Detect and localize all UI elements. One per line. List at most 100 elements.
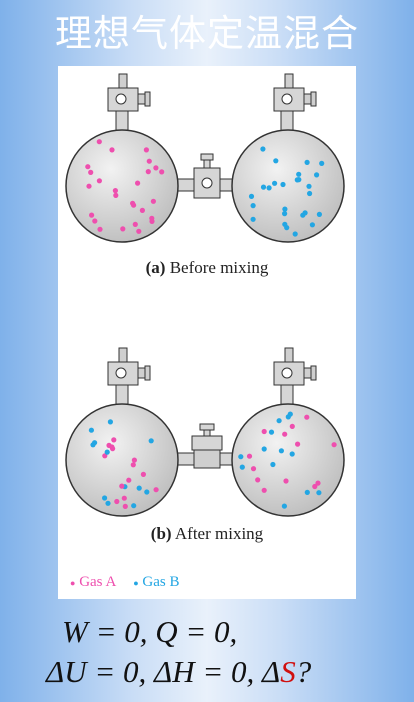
equation-line-1: W = 0, Q = 0, <box>62 614 238 649</box>
gas-b-particle <box>268 429 275 435</box>
entropy-symbol: S <box>280 654 296 689</box>
caption-after: (b) After mixing <box>58 524 356 544</box>
gas-a-particle <box>111 437 117 443</box>
gas-b-particle <box>270 461 276 468</box>
gas-a-particle <box>92 218 98 224</box>
gas-a-particle <box>120 226 126 232</box>
gas-a-particle <box>136 228 142 234</box>
equation-line-2: ΔU = 0, ΔH = 0, ΔS? <box>0 652 414 692</box>
gas-a-particle <box>86 183 92 189</box>
gas-a-particle <box>122 503 128 509</box>
gas-b-particle <box>316 211 322 217</box>
caption-after-text: After mixing <box>174 524 264 543</box>
gas-b-particle <box>309 222 315 228</box>
legend-gas-b: ● Gas B <box>133 574 179 590</box>
right-flask-icon <box>231 403 345 517</box>
gas-a-particle <box>255 477 261 483</box>
gas-particles-after <box>88 411 337 509</box>
mixing-diagram <box>65 73 345 517</box>
gas-a-particle <box>130 462 136 468</box>
gas-b-particle <box>250 203 256 209</box>
gas-b-particle <box>104 449 110 455</box>
closed-valve-icon <box>193 153 221 199</box>
gas-b-particle <box>314 172 320 178</box>
gas-b-particle <box>239 464 245 470</box>
caption-before-label: (a) <box>145 258 166 277</box>
gas-b-particle <box>102 495 108 501</box>
gas-b-particle <box>272 180 278 186</box>
gas-b-particle <box>280 181 286 188</box>
gas-b-particle <box>289 451 295 457</box>
gas-a-particle <box>119 483 125 489</box>
gas-b-particle <box>306 183 312 189</box>
left-flask-icon <box>65 403 179 517</box>
gas-a-particle <box>97 226 103 232</box>
left-flask-icon <box>65 129 179 243</box>
gas-a-particle <box>88 169 94 175</box>
gas-b-particle <box>319 160 325 166</box>
left-flask-stopcock-icon <box>107 347 151 406</box>
gas-b-particle <box>302 210 308 216</box>
gas-b-particle <box>276 418 282 424</box>
right-flask-icon <box>231 129 345 243</box>
open-valve-icon <box>191 423 223 469</box>
gas-a-particle <box>114 498 120 505</box>
gas-a-particle <box>312 483 318 490</box>
gas-b-particle <box>107 419 113 425</box>
gas-b-particle <box>282 221 288 227</box>
gas-b-particle <box>282 206 288 212</box>
diagram-panel: (a) Before mixing (b) After mixing ● Gas… <box>58 66 356 599</box>
gas-b-dot-icon: ● <box>133 578 139 588</box>
gas-a-particle <box>159 169 165 175</box>
gas-a-particle <box>109 147 115 153</box>
caption-before-text: Before mixing <box>169 258 269 277</box>
gas-b-particle <box>131 503 137 509</box>
gas-b-particle <box>282 211 288 217</box>
gas-a-particle <box>146 158 152 164</box>
gas-a-particle <box>126 477 132 483</box>
gas-a-particle <box>131 457 137 463</box>
gas-b-particle <box>250 216 256 222</box>
gas-b-particle <box>260 184 267 190</box>
gas-b-particle <box>296 177 302 183</box>
gas-a-particle <box>250 466 257 472</box>
gas-b-particle <box>261 446 267 452</box>
after-mixing-apparatus <box>65 347 345 517</box>
gas-b-particle <box>281 503 287 509</box>
gas-a-particle <box>289 423 295 429</box>
gas-a-particle <box>145 169 151 175</box>
gas-a-particle <box>143 147 149 153</box>
gas-a-particle <box>295 441 301 447</box>
gas-a-particle <box>246 453 253 459</box>
gas-b-particle <box>105 500 111 506</box>
gas-b-particle <box>136 485 142 491</box>
gas-b-particle <box>307 190 313 197</box>
gas-a-particle <box>131 202 137 208</box>
gas-b-particle <box>248 193 255 199</box>
gas-b-particle <box>148 438 154 444</box>
gas-b-particle <box>144 489 150 495</box>
gas-a-particle <box>261 428 267 435</box>
page-title: 理想气体定温混合 <box>55 12 359 55</box>
legend-gas-a-label: Gas A <box>79 574 116 590</box>
gas-a-particle <box>282 431 288 437</box>
legend-gas-b-label: Gas B <box>142 574 180 590</box>
gas-a-particle <box>331 442 337 448</box>
gas-a-particle <box>96 178 102 184</box>
gas-b-particle <box>88 427 94 433</box>
gas-b-particle <box>285 414 291 420</box>
caption-before: (a) Before mixing <box>58 258 356 278</box>
gas-a-dot-icon: ● <box>70 578 76 588</box>
gas-a-particle <box>261 487 267 493</box>
gas-a-particle <box>96 139 102 145</box>
gas-b-particle <box>260 146 266 152</box>
left-flask-stopcock-icon <box>107 73 151 132</box>
gas-b-particle <box>296 171 302 177</box>
right-flask-stopcock-icon <box>273 73 317 132</box>
gas-a-particle <box>149 218 155 224</box>
gas-a-particle <box>283 478 289 484</box>
before-mixing-apparatus <box>65 73 345 243</box>
gas-a-particle <box>109 444 115 450</box>
caption-after-label: (b) <box>150 524 172 543</box>
gas-a-particle <box>121 495 127 501</box>
